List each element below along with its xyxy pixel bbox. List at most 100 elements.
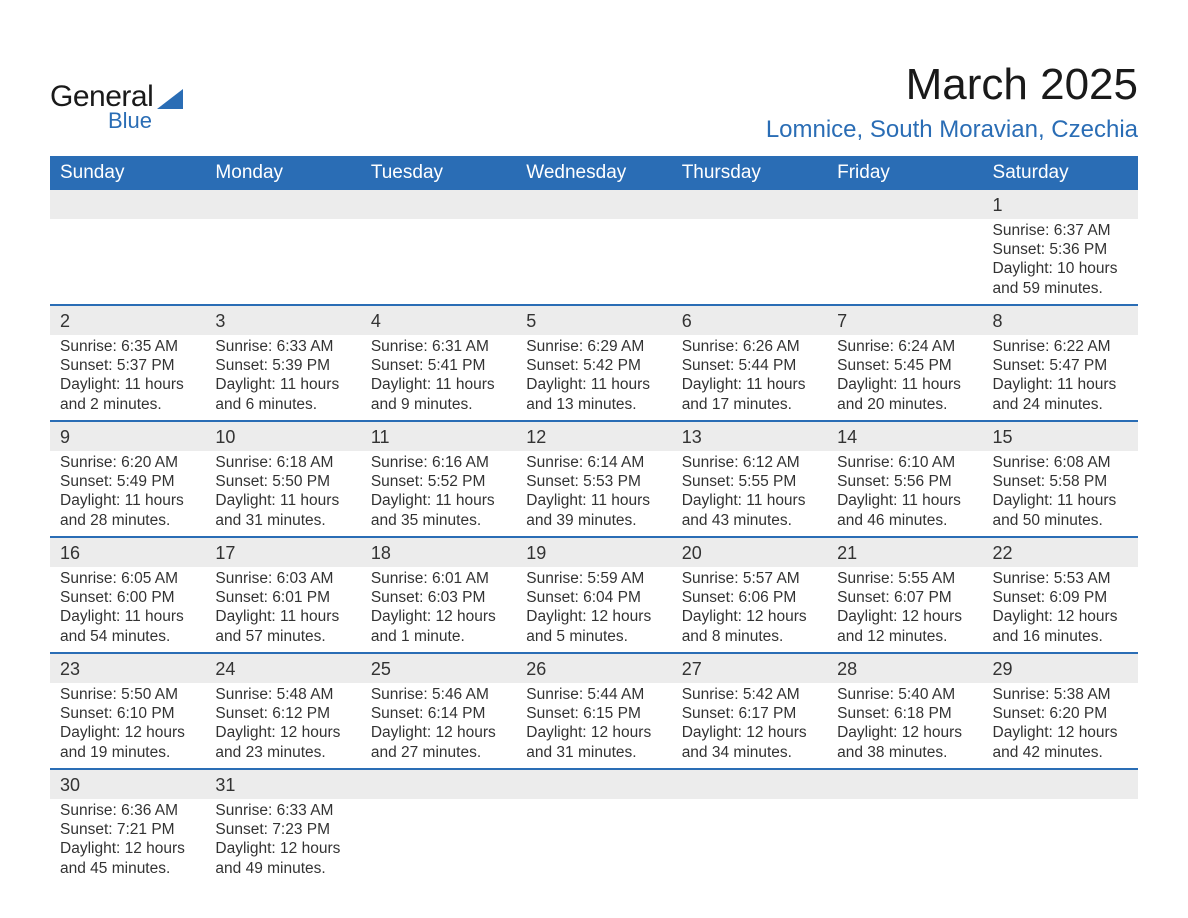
daylight-text: Daylight: 11 hours bbox=[837, 375, 972, 394]
daylight-text: Daylight: 11 hours bbox=[837, 491, 972, 510]
sunrise-text: Sunrise: 6:26 AM bbox=[682, 337, 817, 356]
daylight-text: and 28 minutes. bbox=[60, 511, 195, 530]
sunset-text: Sunset: 6:07 PM bbox=[837, 588, 972, 607]
day-number: 6 bbox=[672, 305, 827, 335]
sunset-text: Sunset: 5:47 PM bbox=[993, 356, 1128, 375]
daylight-text: and 27 minutes. bbox=[371, 743, 506, 762]
day-number bbox=[361, 190, 516, 219]
daylight-text: Daylight: 11 hours bbox=[993, 491, 1128, 510]
day-cell: Sunrise: 5:38 AMSunset: 6:20 PMDaylight:… bbox=[983, 683, 1138, 770]
day-cell: Sunrise: 6:35 AMSunset: 5:37 PMDaylight:… bbox=[50, 335, 205, 422]
sunset-text: Sunset: 6:04 PM bbox=[526, 588, 661, 607]
day-number: 17 bbox=[205, 537, 360, 567]
day-data-row: Sunrise: 6:35 AMSunset: 5:37 PM Daylight:… bbox=[50, 335, 1138, 422]
daylight-text: and 59 minutes. bbox=[993, 279, 1128, 298]
daynum-row: 16171819202122 bbox=[50, 537, 1138, 567]
sunrise-text: Sunrise: 5:48 AM bbox=[215, 685, 350, 704]
sunrise-text: Sunrise: 5:44 AM bbox=[526, 685, 661, 704]
day-number: 2 bbox=[50, 305, 205, 335]
day-data-row: Sunrise: 6:05 AMSunset: 6:00 PMDaylight:… bbox=[50, 567, 1138, 654]
daylight-text: Daylight: 12 hours bbox=[60, 723, 195, 742]
day-number bbox=[827, 190, 982, 219]
day-cell bbox=[50, 219, 205, 306]
daylight-text: Daylight: 12 hours bbox=[682, 607, 817, 626]
sunset-text: Sunset: 6:03 PM bbox=[371, 588, 506, 607]
daylight-text: Daylight: 11 hours bbox=[371, 375, 506, 394]
day-data-row: Sunrise: 6:20 AMSunset: 5:49 PMDaylight:… bbox=[50, 451, 1138, 538]
day-data-row: Sunrise: 6:37 AMSunset: 5:36 PMDaylight:… bbox=[50, 219, 1138, 306]
day-cell bbox=[361, 219, 516, 306]
day-number bbox=[361, 769, 516, 799]
logo-triangle-icon bbox=[157, 89, 183, 114]
daylight-text: and 17 minutes. bbox=[682, 395, 817, 414]
daylight-text: and 43 minutes. bbox=[682, 511, 817, 530]
sunrise-text: Sunrise: 6:05 AM bbox=[60, 569, 195, 588]
day-cell bbox=[205, 219, 360, 306]
sunrise-text: Sunrise: 6:08 AM bbox=[993, 453, 1128, 472]
sunrise-text: Sunrise: 6:14 AM bbox=[526, 453, 661, 472]
daylight-text: Daylight: 12 hours bbox=[526, 607, 661, 626]
day-number bbox=[516, 769, 671, 799]
daylight-text: Daylight: 12 hours bbox=[215, 839, 350, 858]
daylight-text: and 50 minutes. bbox=[993, 511, 1128, 530]
sunrise-text: Sunrise: 6:10 AM bbox=[837, 453, 972, 472]
day-number: 3 bbox=[205, 305, 360, 335]
daylight-text: and 46 minutes. bbox=[837, 511, 972, 530]
day-cell: Sunrise: 6:10 AMSunset: 5:56 PMDaylight:… bbox=[827, 451, 982, 538]
daylight-text: and 38 minutes. bbox=[837, 743, 972, 762]
daylight-text: Daylight: 11 hours bbox=[682, 491, 817, 510]
sunrise-text: Sunrise: 6:37 AM bbox=[993, 221, 1128, 240]
day-number bbox=[827, 769, 982, 799]
sunset-text: Sunset: 6:09 PM bbox=[993, 588, 1128, 607]
day-data-row: Sunrise: 5:50 AMSunset: 6:10 PMDaylight:… bbox=[50, 683, 1138, 770]
day-number: 8 bbox=[983, 305, 1138, 335]
day-number: 21 bbox=[827, 537, 982, 567]
day-number bbox=[983, 769, 1138, 799]
sunrise-text: Sunrise: 6:33 AM bbox=[215, 801, 350, 820]
day-cell: Sunrise: 6:22 AMSunset: 5:47 PMDaylight:… bbox=[983, 335, 1138, 422]
daylight-text: and 5 minutes. bbox=[526, 627, 661, 646]
daylight-text: and 2 minutes. bbox=[60, 395, 195, 414]
sunset-text: Sunset: 5:49 PM bbox=[60, 472, 195, 491]
daylight-text: Daylight: 11 hours bbox=[371, 491, 506, 510]
day-number: 19 bbox=[516, 537, 671, 567]
day-number: 20 bbox=[672, 537, 827, 567]
col-monday: Monday bbox=[205, 156, 360, 190]
day-cell: Sunrise: 6:01 AMSunset: 6:03 PMDaylight:… bbox=[361, 567, 516, 654]
day-cell: Sunrise: 6:20 AMSunset: 5:49 PMDaylight:… bbox=[50, 451, 205, 538]
sunset-text: Sunset: 5:39 PM bbox=[215, 356, 350, 375]
daylight-text: and 1 minute. bbox=[371, 627, 506, 646]
day-number: 31 bbox=[205, 769, 360, 799]
daylight-text: and 9 minutes. bbox=[371, 395, 506, 414]
daylight-text: and 57 minutes. bbox=[215, 627, 350, 646]
day-cell: Sunrise: 5:44 AMSunset: 6:15 PMDaylight:… bbox=[516, 683, 671, 770]
daylight-text: Daylight: 12 hours bbox=[837, 607, 972, 626]
header: General Blue March 2025 Lomnice, South M… bbox=[50, 50, 1138, 144]
sunrise-text: Sunrise: 5:53 AM bbox=[993, 569, 1128, 588]
day-number: 27 bbox=[672, 653, 827, 683]
title-block: March 2025 Lomnice, South Moravian, Czec… bbox=[766, 50, 1138, 144]
sunset-text: Sunset: 7:23 PM bbox=[215, 820, 350, 839]
sunset-text: Sunset: 6:01 PM bbox=[215, 588, 350, 607]
day-cell: Sunrise: 5:48 AMSunset: 6:12 PMDaylight:… bbox=[205, 683, 360, 770]
day-cell bbox=[672, 219, 827, 306]
daylight-text: and 49 minutes. bbox=[215, 859, 350, 878]
daynum-row: 3031 bbox=[50, 769, 1138, 799]
day-number: 16 bbox=[50, 537, 205, 567]
sunset-text: Sunset: 6:18 PM bbox=[837, 704, 972, 723]
sunset-text: Sunset: 5:37 PM bbox=[60, 356, 195, 375]
day-number: 5 bbox=[516, 305, 671, 335]
sunrise-text: Sunrise: 5:55 AM bbox=[837, 569, 972, 588]
day-cell: Sunrise: 5:53 AMSunset: 6:09 PMDaylight:… bbox=[983, 567, 1138, 654]
daylight-text: and 34 minutes. bbox=[682, 743, 817, 762]
sunrise-text: Sunrise: 6:24 AM bbox=[837, 337, 972, 356]
day-number bbox=[516, 190, 671, 219]
daylight-text: Daylight: 11 hours bbox=[215, 375, 350, 394]
day-cell: Sunrise: 6:05 AMSunset: 6:00 PMDaylight:… bbox=[50, 567, 205, 654]
logo: General Blue bbox=[50, 50, 183, 134]
sunset-text: Sunset: 6:15 PM bbox=[526, 704, 661, 723]
sunrise-text: Sunrise: 6:35 AM bbox=[60, 337, 195, 356]
sunrise-text: Sunrise: 5:57 AM bbox=[682, 569, 817, 588]
sunset-text: Sunset: 5:53 PM bbox=[526, 472, 661, 491]
day-cell: Sunrise: 6:24 AMSunset: 5:45 PMDaylight:… bbox=[827, 335, 982, 422]
